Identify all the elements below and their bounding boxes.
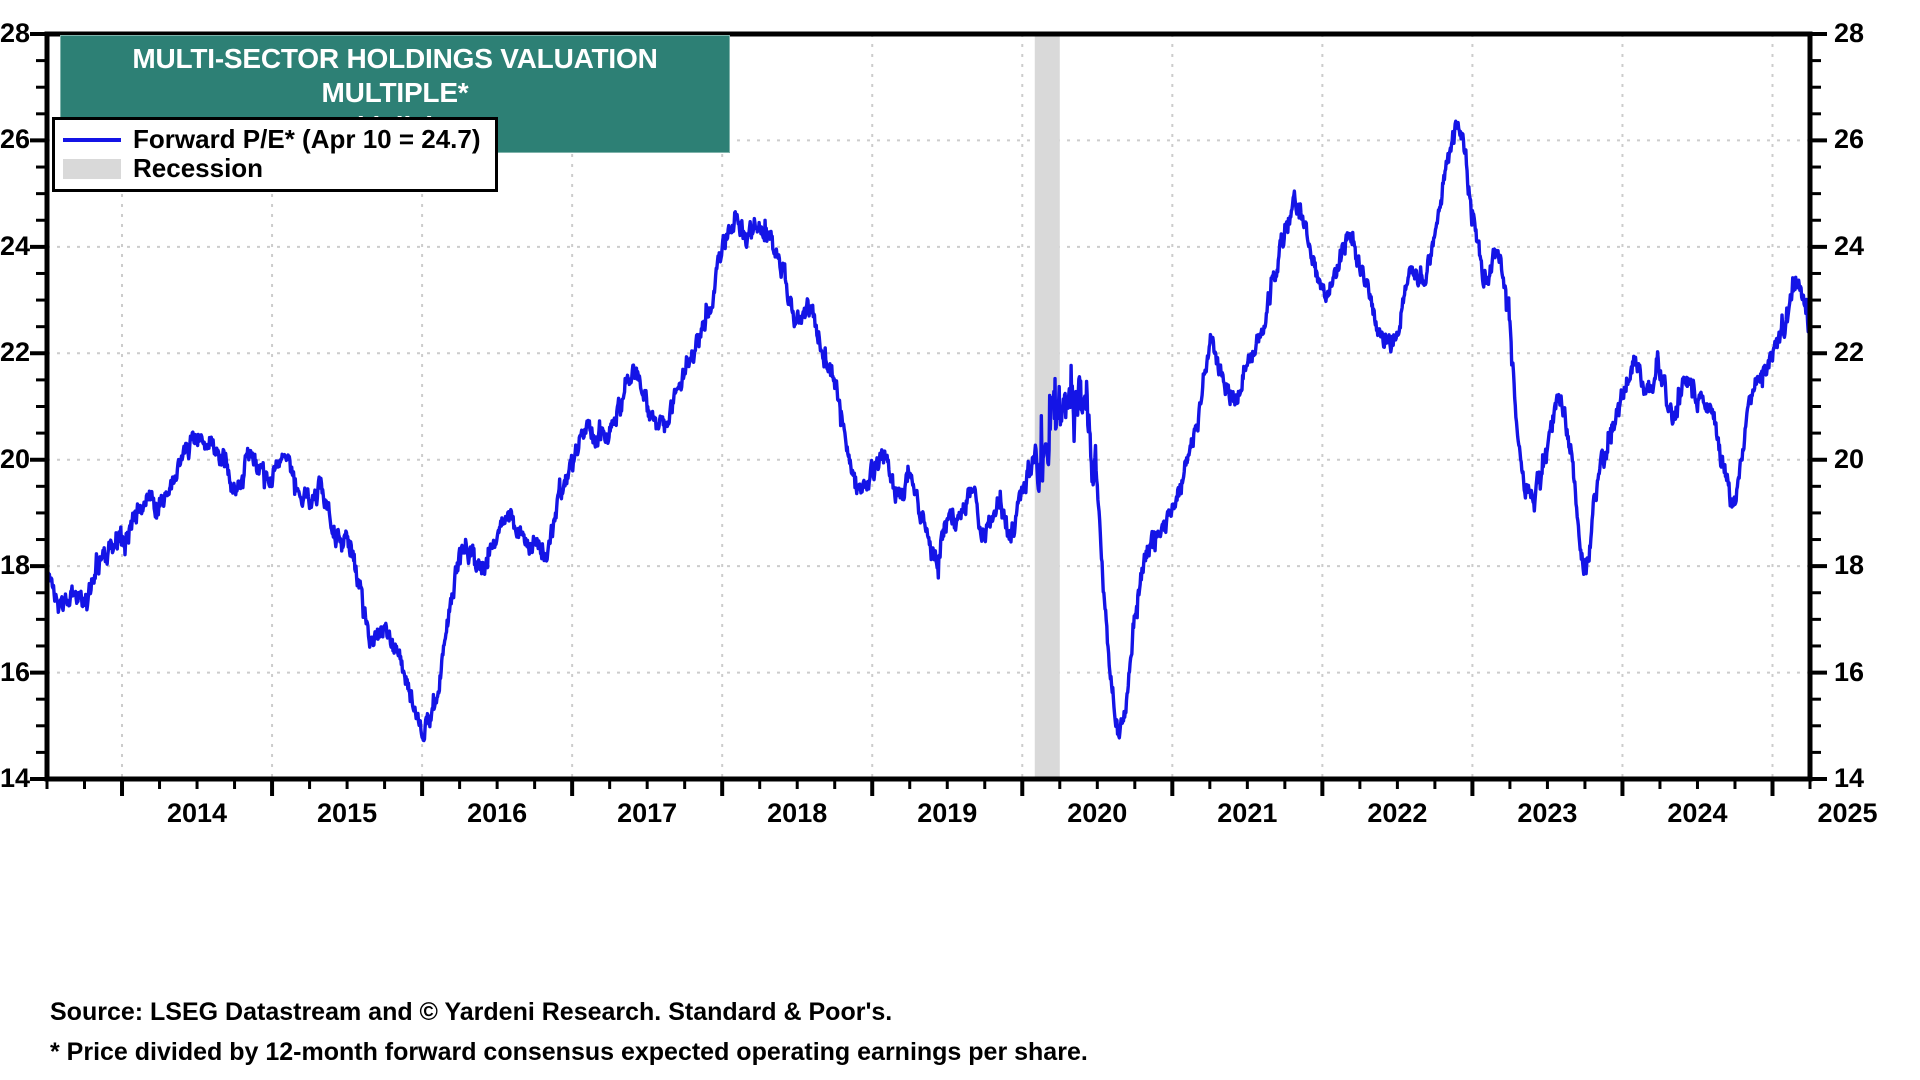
- x-axis-tick-2020: 2020: [1067, 798, 1128, 828]
- y-axis-right-tick-14: 14: [1834, 763, 1865, 793]
- y-axis-right-tick-18: 18: [1834, 550, 1865, 581]
- gridlines: [47, 34, 1810, 779]
- x-axis-tick-2014: 2014: [166, 798, 228, 828]
- footnote-source: Source: LSEG Datastream and © Yardeni Re…: [50, 998, 893, 1026]
- chart-legend: Forward P/E* (Apr 10 = 24.7) Recession: [52, 117, 498, 192]
- y-axis-right-tick-26: 26: [1834, 124, 1865, 155]
- y-axis-right-tick-20: 20: [1834, 443, 1865, 474]
- x-axis-tick-2017: 2017: [617, 798, 678, 828]
- x-axis-tick-2018: 2018: [767, 798, 828, 828]
- legend-item-recession: Recession: [63, 153, 481, 183]
- legend-label-recession: Recession: [133, 153, 264, 183]
- legend-label-forward-pe: Forward P/E* (Apr 10 = 24.7): [133, 124, 481, 154]
- legend-line-swatch-icon: [63, 137, 121, 142]
- legend-item-forward-pe: Forward P/E* (Apr 10 = 24.7): [63, 124, 481, 154]
- x-axis-tick-2015: 2015: [317, 798, 378, 828]
- y-axis-left-tick-20: 20: [0, 443, 31, 474]
- x-axis-tick-2021: 2021: [1217, 798, 1278, 828]
- legend-box-swatch-icon: [63, 158, 121, 179]
- x-axis-tick-2022: 2022: [1367, 798, 1428, 828]
- x-axis-tick-2025: 2025: [1817, 798, 1878, 828]
- footnote-definition: * Price divided by 12-month forward cons…: [50, 1038, 1088, 1066]
- forward-pe-line: [47, 119, 1810, 743]
- page-title: MULTI-SECTOR HOLDINGS VALUATION MULTIPLE…: [132, 43, 658, 109]
- y-axis-right-tick-28: 28: [1834, 18, 1865, 48]
- x-axis-tick-2023: 2023: [1517, 798, 1578, 828]
- x-axis-tick-2024: 2024: [1667, 798, 1728, 828]
- y-axis-right-tick-16: 16: [1834, 656, 1865, 687]
- axis-ticks: [30, 32, 1827, 796]
- y-axis-right-tick-22: 22: [1834, 337, 1865, 368]
- y-axis-left-tick-26: 26: [0, 124, 31, 155]
- x-axis-tick-2016: 2016: [467, 798, 528, 828]
- y-axis-left-tick-28: 28: [0, 18, 31, 48]
- y-axis-left-tick-22: 22: [0, 337, 31, 368]
- x-axis-tick-2019: 2019: [917, 798, 978, 828]
- y-axis-left-tick-16: 16: [0, 656, 31, 687]
- y-axis-right-tick-24: 24: [1834, 230, 1865, 261]
- y-axis-left-tick-24: 24: [0, 230, 31, 261]
- y-axis-left-tick-18: 18: [0, 550, 31, 581]
- y-axis-left-tick-14: 14: [0, 763, 31, 793]
